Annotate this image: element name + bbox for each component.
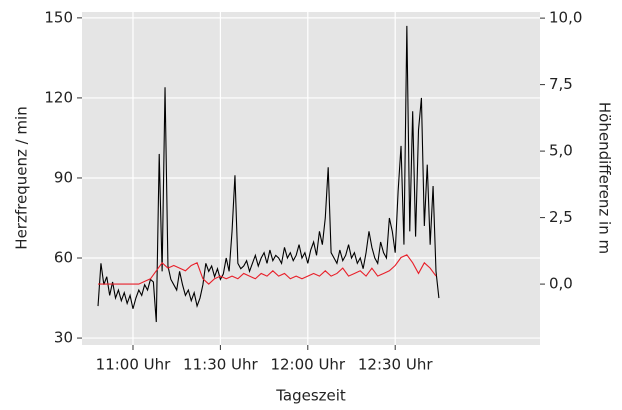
y-tick-label: 150 bbox=[44, 8, 73, 26]
y-tick-label: 90 bbox=[54, 168, 73, 186]
y2-tick-label: 7,5 bbox=[549, 75, 573, 93]
x-tick-label: 11:00 Uhr bbox=[96, 356, 171, 374]
y-axis-label: Herzfrequenz / min bbox=[13, 106, 31, 249]
x-tick-label: 12:00 Uhr bbox=[270, 356, 345, 374]
y-tick-label: 120 bbox=[44, 88, 73, 106]
x-tick-label: 12:30 Uhr bbox=[358, 356, 433, 374]
y2-tick-label: 10,0 bbox=[549, 9, 582, 27]
y2-tick-label: 2,5 bbox=[549, 208, 573, 226]
x-axis-label: Tageszeit bbox=[275, 387, 346, 405]
y-tick-label: 60 bbox=[54, 249, 73, 267]
y2-tick-label: 5,0 bbox=[549, 142, 573, 160]
y2-tick-label: 0,0 bbox=[549, 275, 573, 293]
line-series bbox=[97, 25, 440, 323]
x-tick-label: 11:30 Uhr bbox=[183, 356, 258, 374]
y2-axis-label: Höhendifferenz in m bbox=[596, 102, 614, 254]
line-series bbox=[98, 254, 437, 285]
y-tick-label: 30 bbox=[54, 329, 73, 347]
